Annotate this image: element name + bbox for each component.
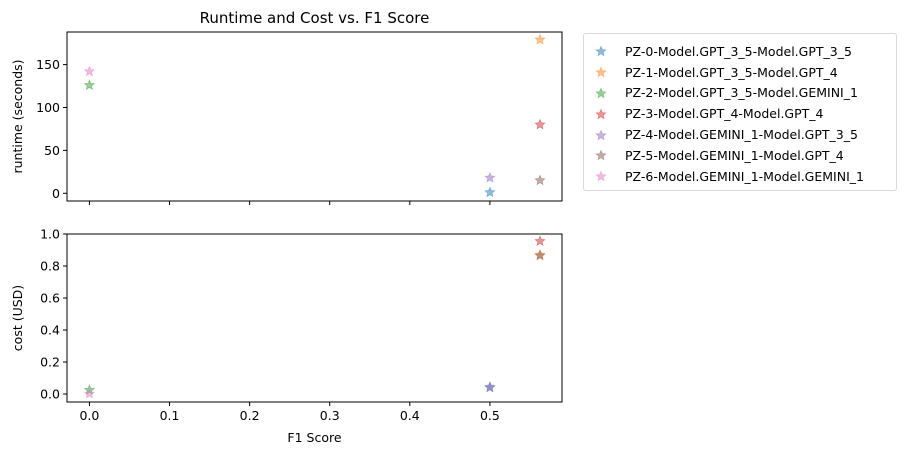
y-axis-label: runtime (seconds) <box>10 59 25 173</box>
chart-title: Runtime and Cost vs. F1 Score <box>200 9 430 27</box>
legend-item: PZ-4-Model.GEMINI_1-Model.GPT_3_5 <box>584 124 896 145</box>
y-tick-label: 0.4 <box>40 323 60 338</box>
data-point <box>83 79 96 91</box>
x-tick-label: 0.1 <box>160 408 180 423</box>
legend-item: PZ-2-Model.GPT_3_5-Model.GEMINI_1 <box>584 83 896 104</box>
y-tick-label: 0.2 <box>40 355 60 370</box>
chart-panel-1: 0 50 100 150 Runtime and Cost vs. F1 Score ru… <box>10 9 563 205</box>
y-tick-label: 50 <box>44 143 60 158</box>
y-tick-label: 1.0 <box>40 227 60 242</box>
legend-label: PZ-4-Model.GEMINI_1-Model.GPT_3_5 <box>625 127 858 143</box>
data-point <box>484 186 496 198</box>
data-point <box>534 249 546 261</box>
axes-frame <box>66 31 563 202</box>
legend-item: PZ-5-Model.GEMINI_1-Model.GPT_4 <box>584 145 896 166</box>
x-tick-label: 0.3 <box>320 408 340 423</box>
legend-star-icon <box>595 45 607 57</box>
legend-star-icon <box>595 108 607 120</box>
y-tick-label: 100 <box>36 100 60 115</box>
legend-star-icon <box>595 170 607 182</box>
legend-item: PZ-6-Model.GEMINI_1-Model.GEMINI_1 <box>584 166 896 187</box>
legend-label: PZ-2-Model.GPT_3_5-Model.GEMINI_1 <box>625 85 858 101</box>
legend-star-icon <box>595 87 607 99</box>
data-point <box>534 33 546 45</box>
data-point <box>83 387 96 399</box>
y-tick-label: 0.0 <box>40 387 60 402</box>
y-tick-label: 150 <box>36 57 60 72</box>
legend-star-icon <box>595 129 607 140</box>
y-tick-label: 0.6 <box>40 291 60 306</box>
data-point <box>534 118 546 130</box>
x-tick-label: 0.2 <box>240 408 260 423</box>
x-tick-label: 0.5 <box>480 408 500 423</box>
data-point <box>83 65 96 77</box>
y-tick-label: 0.8 <box>40 259 60 274</box>
legend-label: PZ-5-Model.GEMINI_1-Model.GPT_4 <box>625 147 844 163</box>
legend-label: PZ-3-Model.GPT_4-Model.GPT_4 <box>625 106 824 122</box>
x-axis-label: F1 Score <box>287 430 341 445</box>
legend-label: PZ-6-Model.GEMINI_1-Model.GEMINI_1 <box>625 168 864 184</box>
chart-panel-2: 0.0 0.1 0.2 0.3 0.4 0.5 0.0 0.2 0.4 0.6 0.8 1.0 cost… <box>10 227 563 445</box>
legend-item: PZ-0-Model.GPT_3_5-Model.GPT_3_5 <box>584 41 896 62</box>
legend-label: PZ-0-Model.GPT_3_5-Model.GPT_3_5 <box>625 43 852 59</box>
legend-star-icon <box>595 149 607 161</box>
data-point <box>484 171 496 183</box>
legend-item: PZ-1-Model.GPT_3_5-Model.GPT_4 <box>584 62 896 83</box>
y-tick-label: 0 <box>52 186 60 201</box>
x-tick-label: 0.0 <box>79 408 99 423</box>
chart-legend: PZ-0-Model.GPT_3_5-Model.GPT_3_5 PZ-1-Mod… <box>583 33 897 191</box>
y-axis-label: cost (USD) <box>10 285 25 351</box>
legend-label: PZ-1-Model.GPT_3_5-Model.GPT_4 <box>625 64 838 80</box>
legend-item: PZ-3-Model.GPT_4-Model.GPT_4 <box>584 103 896 124</box>
axes-frame <box>66 233 563 403</box>
data-point <box>534 235 546 247</box>
legend-star-icon <box>595 66 607 78</box>
x-tick-label: 0.4 <box>400 408 420 423</box>
data-point <box>534 174 546 186</box>
data-point <box>484 380 496 392</box>
